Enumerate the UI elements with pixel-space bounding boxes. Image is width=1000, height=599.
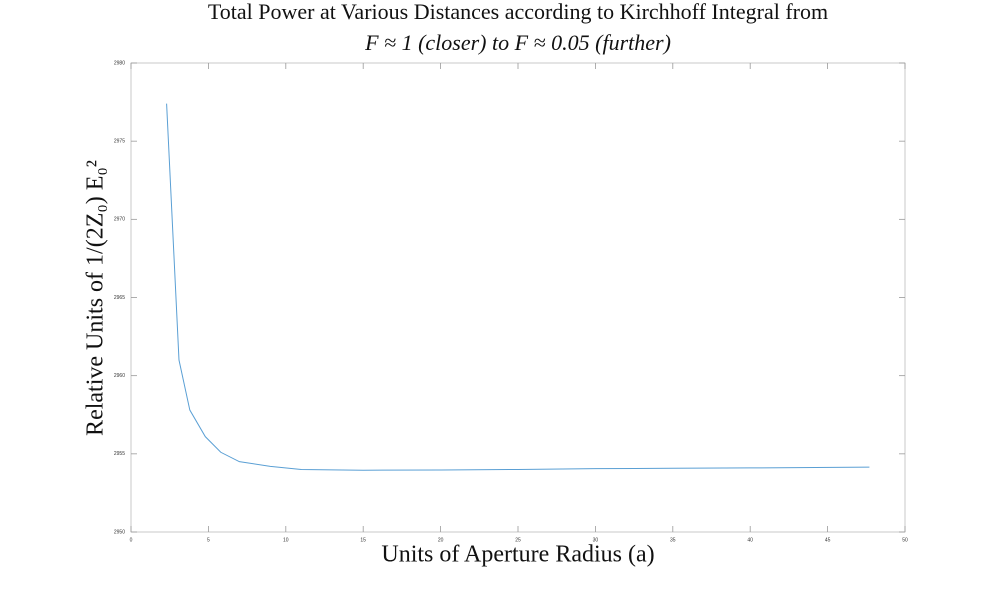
x-tick-label: 20 bbox=[438, 537, 444, 543]
chart-subtitle: F ≈ 1 (closer) to F ≈ 0.05 (further) bbox=[364, 30, 671, 55]
y-tick-label: 2950 bbox=[114, 529, 125, 535]
x-tick-label: 40 bbox=[747, 537, 753, 543]
y-tick-label: 2955 bbox=[114, 451, 125, 457]
y-axis-label: Relative Units of 1/(2Z₀) E₀² bbox=[83, 160, 109, 436]
x-tick-label: 25 bbox=[515, 537, 521, 543]
y-tick-label: 2970 bbox=[114, 217, 125, 223]
y-tick-label: 2965 bbox=[114, 295, 125, 301]
x-tick-label: 35 bbox=[670, 537, 676, 543]
y-tick-label: 2975 bbox=[114, 138, 125, 144]
x-tick-label: 30 bbox=[593, 537, 599, 543]
x-tick-label: 15 bbox=[360, 537, 366, 543]
y-tick-label: 2980 bbox=[114, 60, 125, 66]
plot-box bbox=[130, 62, 906, 533]
chart-title: Total Power at Various Distances accordi… bbox=[208, 0, 828, 24]
x-tick-label: 5 bbox=[207, 537, 210, 543]
line-series bbox=[166, 103, 870, 471]
x-axis-label: Units of Aperture Radius (a) bbox=[381, 542, 654, 568]
x-tick-label: 0 bbox=[130, 537, 133, 543]
y-tick-label: 2960 bbox=[114, 373, 125, 379]
x-tick-label: 45 bbox=[825, 537, 831, 543]
x-tick-label: 50 bbox=[902, 537, 908, 543]
x-tick-label: 10 bbox=[283, 537, 289, 543]
